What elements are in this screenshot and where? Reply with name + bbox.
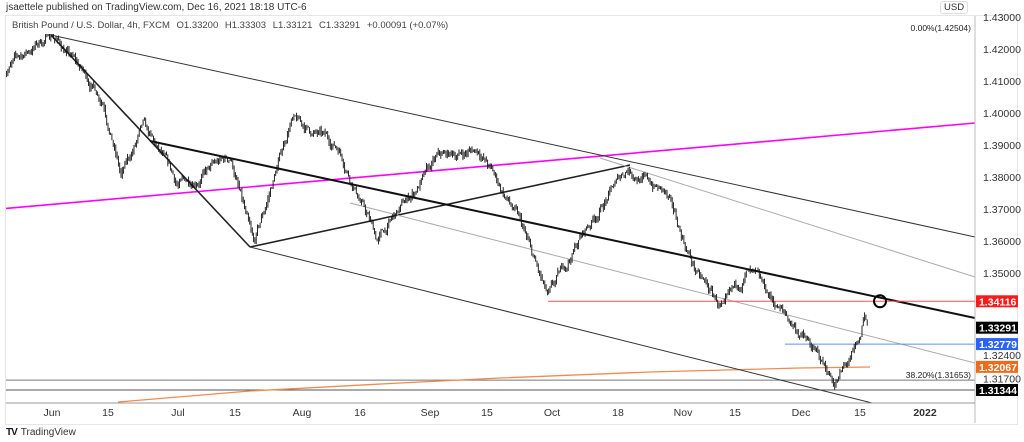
- price-badge-label: 1.33291: [979, 323, 1017, 335]
- price-tick-label: 1.31700: [983, 374, 1021, 386]
- time-tick-label: Jul: [171, 407, 184, 419]
- time-tick-label: 18: [612, 407, 624, 419]
- ohlc-high: H1.33303: [224, 20, 267, 31]
- time-tick-label: 15: [229, 407, 241, 419]
- time-tick-label: Jun: [44, 407, 61, 419]
- rising-wedge-line: [249, 164, 631, 248]
- publisher-line: jsaettele published on TradingView.com, …: [6, 2, 307, 13]
- plot-area: [6, 34, 975, 403]
- price-badge-label: 1.32067: [979, 362, 1017, 374]
- price-badge-last-price: [976, 321, 1018, 334]
- time-tick-label: 2022: [913, 407, 937, 419]
- price-badge-moving-average: [976, 360, 1018, 373]
- time-tick-label: Oct: [544, 407, 560, 419]
- price-badge-resistance: [976, 295, 1018, 308]
- time-tick-label: Sep: [421, 407, 440, 419]
- tradingview-logo-icon[interactable]: TV: [6, 427, 18, 438]
- currency-badge[interactable]: USD: [940, 1, 969, 14]
- price-tick-label: 1.35000: [983, 268, 1021, 280]
- time-tick-label: 15: [854, 407, 866, 419]
- time-tick-label: Dec: [792, 407, 811, 419]
- price-badge-low-level: [976, 383, 1018, 396]
- time-tick-label: 16: [354, 407, 366, 419]
- price-tick-label: 1.41000: [983, 76, 1021, 88]
- inner-channel-line: [349, 202, 975, 364]
- time-tick-label: Nov: [674, 407, 693, 419]
- footer-brand[interactable]: TradingView: [20, 427, 76, 438]
- chart-frame: [5, 15, 1018, 425]
- price-tick-label: 1.38000: [983, 172, 1021, 184]
- price-badge-label: 1.32779: [979, 339, 1017, 351]
- ohlc-open: O1.33200: [176, 20, 219, 31]
- price-change: +0.00091 (+0.07%): [366, 20, 449, 31]
- upper-channel-line: [50, 34, 975, 238]
- price-tick-label: 1.40000: [983, 108, 1021, 120]
- time-tick-label: 15: [729, 407, 741, 419]
- price-badge-label: 1.31344: [979, 385, 1017, 397]
- time-tick-label: Aug: [293, 407, 312, 419]
- price-tick-label: 1.36000: [983, 236, 1021, 248]
- footer: TV TradingView: [6, 427, 76, 438]
- price-tick-label: 1.43000: [983, 12, 1021, 24]
- price-tick-label: 1.37000: [983, 204, 1021, 216]
- fib-label: 38.20%(1.31653): [906, 370, 971, 380]
- fib-label: 0.00%(1.42504): [911, 23, 972, 33]
- ohlc-close: C1.33291: [319, 20, 361, 31]
- price-tick-label: 1.39000: [983, 140, 1021, 152]
- target-circle-marker: [873, 294, 887, 309]
- price-tick-label: 1.32400: [983, 350, 1021, 362]
- resistance-trendline: [149, 140, 975, 319]
- ohlc-low: L1.33121: [272, 20, 313, 31]
- moving-average-line: [117, 366, 871, 403]
- symbol-legend: British Pound / U.S. Dollar, 4h, FXCM O1…: [12, 20, 452, 31]
- mid-channel-line: [599, 157, 975, 278]
- time-tick-label: 15: [481, 407, 493, 419]
- lower-channel-line: [249, 246, 875, 403]
- price-tick-label: 1.42000: [983, 44, 1021, 56]
- symbol-name: British Pound / U.S. Dollar, 4h, FXCM: [12, 20, 170, 31]
- price-badge-label: 1.34116: [979, 296, 1017, 308]
- time-tick-label: 15: [102, 407, 114, 419]
- price-badge-support-blue: [976, 338, 1018, 351]
